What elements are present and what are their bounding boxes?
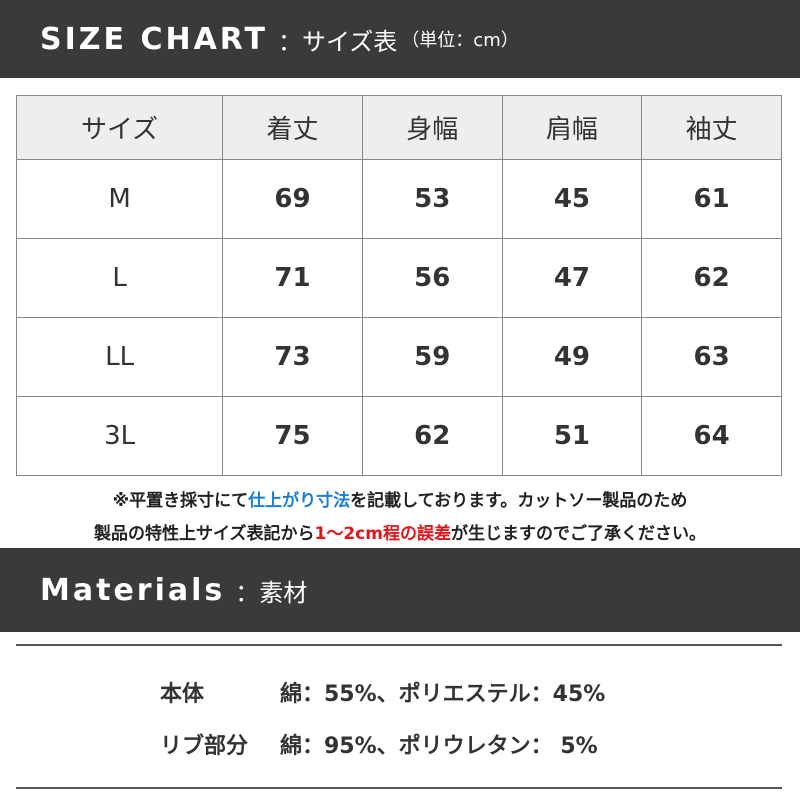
header-row: サイズ 着丈 身幅 肩幅 袖丈	[15, 95, 782, 160]
column-header: サイズ	[15, 95, 224, 160]
column-header: 袖丈	[641, 95, 782, 160]
table-cell: 45	[501, 159, 643, 239]
size-table: サイズ 着丈 身幅 肩幅 袖丈 M 69 53 45 61 L 71 56 47 62 LL 73 59 49 63 3…	[15, 95, 782, 476]
unit: （単位：cm）	[401, 30, 519, 51]
table-cell: 69	[222, 159, 363, 239]
table-row: LL 73 59 49 63	[15, 317, 782, 397]
material-label: リブ部分	[160, 734, 249, 759]
header-bar: SIZE CHART ：サイズ表 （単位：cm）	[0, 0, 800, 78]
table-cell: 73	[222, 317, 363, 397]
materials-subtitle: ：素材	[235, 578, 308, 607]
rule	[16, 787, 782, 789]
material-value: 綿：95%、ポリウレタン： 5%	[280, 734, 598, 759]
material-label: 本体	[160, 682, 205, 707]
table-row: M 69 53 45 61	[15, 159, 782, 239]
table-cell: LL	[15, 317, 224, 397]
table-row: L 71 56 47 62	[15, 238, 782, 318]
title: SIZE CHART	[40, 21, 269, 57]
table-cell: 62	[361, 396, 503, 476]
column-header: 身幅	[361, 95, 503, 160]
table-cell: 49	[501, 317, 643, 397]
material-value: 綿：55%、ポリエステル：45%	[280, 682, 606, 707]
table-cell: 62	[641, 238, 782, 318]
materials-title: Materials	[40, 572, 226, 608]
note-text: を記載しております。カットソー製品のため	[350, 491, 688, 511]
column-header: 着丈	[222, 95, 363, 160]
note-text: 仕上がり寸法	[248, 491, 351, 511]
column-header: 肩幅	[501, 95, 643, 160]
table-cell: M	[15, 159, 224, 239]
table-cell: L	[15, 238, 224, 318]
table-cell: 47	[501, 238, 643, 318]
material-row: 本体 綿：55%、ポリエステル：45%	[160, 676, 605, 708]
table-row: 3L 75 62 51 64	[15, 396, 782, 476]
note-line: ※平置き採寸にて仕上がり寸法を記載しております。カットソー製品のため	[0, 486, 800, 511]
table-cell: 56	[361, 238, 503, 318]
table-cell: 71	[222, 238, 363, 318]
material-row: リブ部分 綿：95%、ポリウレタン： 5%	[160, 728, 598, 760]
note-text: 1〜2cm程の誤差	[314, 524, 451, 544]
table-cell: 3L	[15, 396, 224, 476]
note-line: 製品の特性上サイズ表記から1〜2cm程の誤差が生じますのでご了承ください。	[0, 519, 800, 544]
note-text: ※平置き採寸にて	[112, 491, 249, 511]
table-cell: 53	[361, 159, 503, 239]
table-cell: 63	[641, 317, 782, 397]
subtitle: ：サイズ表	[278, 27, 398, 56]
table-cell: 51	[501, 396, 643, 476]
table-cell: 59	[361, 317, 503, 397]
rule	[16, 644, 782, 646]
table-cell: 61	[641, 159, 782, 239]
materials-bar: Materials ：素材	[0, 548, 800, 632]
table-cell: 75	[222, 396, 363, 476]
note-text: 製品の特性上サイズ表記から	[94, 524, 315, 544]
table-cell: 64	[641, 396, 782, 476]
note-text: が生じますのでご了承ください。	[450, 524, 706, 544]
